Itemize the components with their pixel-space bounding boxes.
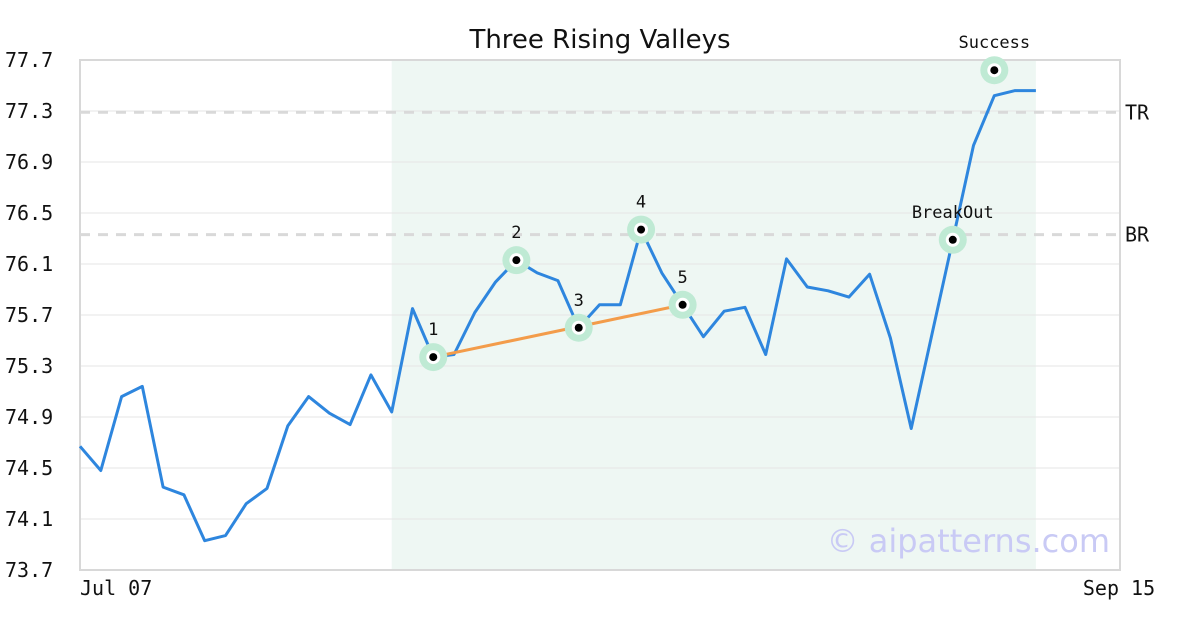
point-marker-1 (429, 353, 438, 362)
y-tick-label: 74.1 (5, 507, 53, 531)
point-label-4: 4 (636, 193, 646, 213)
plot-frame (79, 59, 1121, 571)
y-tick-label: 74.5 (5, 456, 53, 480)
point-label-success: Success (958, 33, 1030, 53)
level-label-br: BR (1125, 223, 1150, 247)
price-series-line (78, 89, 1036, 543)
watermark: © aipatterns.com (827, 522, 1110, 560)
point-marker-3 (574, 323, 583, 332)
y-tick-label: 76.9 (5, 150, 53, 174)
point-label-breakout: BreakOut (912, 203, 994, 223)
point-marker-2 (512, 256, 521, 265)
y-tick-label: 76.5 (5, 201, 53, 225)
level-label-tr: TR (1125, 100, 1150, 124)
point-label-3: 3 (574, 291, 584, 311)
chart-title: Three Rising Valleys (468, 25, 730, 55)
point-label-1: 1 (428, 320, 438, 340)
point-label-5: 5 (677, 268, 687, 288)
y-tick-label: 76.1 (5, 252, 53, 276)
y-tick-label: 73.7 (5, 558, 53, 582)
y-tick-label: 77.7 (5, 48, 53, 72)
y-tick-label: 74.9 (5, 405, 53, 429)
y-tick-label: 75.7 (5, 303, 53, 327)
point-marker-breakout (948, 235, 957, 244)
point-marker-success (990, 66, 999, 75)
point-label-2: 2 (511, 223, 521, 243)
x-tick-label: Jul 07 (80, 576, 152, 600)
point-marker-4 (637, 225, 646, 234)
point-marker-5 (678, 300, 687, 309)
y-tick-label: 77.3 (5, 99, 53, 123)
y-tick-label: 75.3 (5, 354, 53, 378)
x-tick-label: Sep 15 (1083, 576, 1155, 600)
valley-trendline (432, 303, 683, 359)
